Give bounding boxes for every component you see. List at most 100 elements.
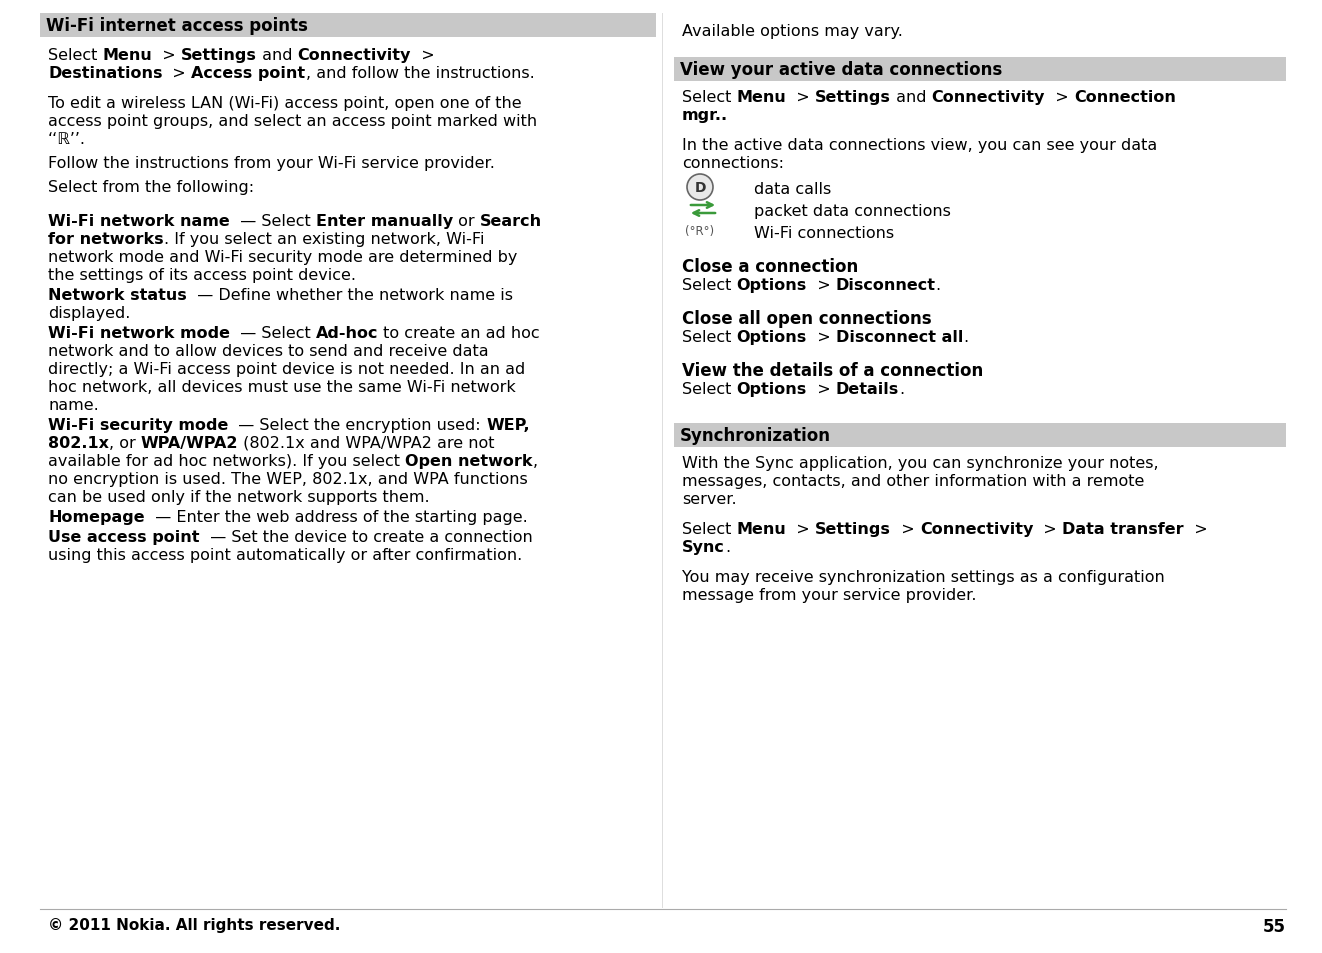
Text: Disconnect all: Disconnect all	[836, 330, 962, 345]
Text: Settings: Settings	[181, 48, 256, 63]
Text: © 2011 Nokia. All rights reserved.: © 2011 Nokia. All rights reserved.	[48, 917, 340, 932]
Text: Details: Details	[836, 381, 899, 396]
Text: Wi-Fi connections: Wi-Fi connections	[754, 226, 894, 241]
Text: — Select the encryption used:: — Select the encryption used:	[229, 417, 486, 433]
Text: Settings: Settings	[816, 90, 891, 105]
Text: or: or	[452, 213, 480, 229]
Circle shape	[687, 174, 713, 201]
Text: .: .	[899, 381, 904, 396]
Bar	[674, 423, 1286, 448]
Text: . If you select an existing network, Wi-Fi: . If you select an existing network, Wi-…	[164, 232, 484, 247]
Text: Wi-Fi internet access points: Wi-Fi internet access points	[46, 17, 308, 35]
Text: access point groups, and select an access point marked with: access point groups, and select an acces…	[48, 113, 537, 129]
Text: Sync: Sync	[682, 539, 724, 555]
Text: Wi-Fi network name: Wi-Fi network name	[48, 213, 230, 229]
Text: — Select: — Select	[230, 213, 316, 229]
Text: — Enter the web address of the starting page.: — Enter the web address of the starting …	[144, 510, 527, 524]
Text: You may receive synchronization settings as a configuration: You may receive synchronization settings…	[682, 569, 1165, 584]
Text: >: >	[1034, 521, 1062, 537]
Text: message from your service provider.: message from your service provider.	[682, 587, 977, 602]
Text: Synchronization: Synchronization	[680, 427, 832, 444]
Text: Wi-Fi security mode: Wi-Fi security mode	[48, 417, 229, 433]
Text: >: >	[163, 66, 192, 81]
Text: — Set the device to create a connection: — Set the device to create a connection	[200, 530, 533, 544]
Text: Follow the instructions from your Wi-Fi service provider.: Follow the instructions from your Wi-Fi …	[48, 156, 494, 171]
Text: Options: Options	[736, 381, 806, 396]
Text: server.: server.	[682, 492, 736, 506]
Text: displayed.: displayed.	[48, 306, 131, 320]
Text: , and follow the instructions.: , and follow the instructions.	[305, 66, 534, 81]
Text: using this access point automatically or after confirmation.: using this access point automatically or…	[48, 547, 522, 562]
Text: Select: Select	[682, 521, 736, 537]
Text: no encryption is used. The WEP, 802.1x, and WPA functions: no encryption is used. The WEP, 802.1x, …	[48, 472, 527, 486]
Text: Connectivity: Connectivity	[297, 48, 411, 63]
Text: Menu: Menu	[103, 48, 152, 63]
Text: hoc network, all devices must use the same Wi-Fi network: hoc network, all devices must use the sa…	[48, 379, 516, 395]
Text: ‘‘ℝ’’.: ‘‘ℝ’’.	[48, 132, 86, 147]
Text: Select: Select	[682, 90, 736, 105]
Text: Open network: Open network	[405, 454, 533, 469]
Text: To edit a wireless LAN (Wi-Fi) access point, open one of the: To edit a wireless LAN (Wi-Fi) access po…	[48, 96, 522, 111]
Bar	[40, 14, 656, 38]
Text: name.: name.	[48, 397, 99, 413]
Text: With the Sync application, you can synchronize your notes,: With the Sync application, you can synch…	[682, 456, 1158, 471]
Text: >: >	[152, 48, 181, 63]
Text: Destinations: Destinations	[48, 66, 163, 81]
Text: Available options may vary.: Available options may vary.	[682, 24, 903, 39]
Text: available for ad hoc networks). If you select: available for ad hoc networks). If you s…	[48, 454, 405, 469]
Text: 55: 55	[1263, 917, 1286, 935]
Text: Menu: Menu	[736, 521, 787, 537]
Text: Wi-Fi network mode: Wi-Fi network mode	[48, 326, 230, 340]
Text: packet data connections: packet data connections	[754, 204, 951, 219]
Text: the settings of its access point device.: the settings of its access point device.	[48, 268, 356, 283]
Text: Select: Select	[682, 381, 736, 396]
Text: Search: Search	[480, 213, 542, 229]
Text: Options: Options	[736, 277, 806, 293]
Text: connections:: connections:	[682, 156, 784, 171]
Text: WEP,: WEP,	[486, 417, 530, 433]
Text: >: >	[806, 381, 836, 396]
Text: for networks: for networks	[48, 232, 164, 247]
Text: messages, contacts, and other information with a remote: messages, contacts, and other informatio…	[682, 474, 1145, 489]
Text: Close a connection: Close a connection	[682, 257, 858, 275]
Text: >: >	[806, 277, 836, 293]
Text: — Select: — Select	[230, 326, 316, 340]
Text: directly; a Wi-Fi access point device is not needed. In an ad: directly; a Wi-Fi access point device is…	[48, 361, 525, 376]
Text: WPA/WPA2: WPA/WPA2	[141, 436, 238, 451]
Text: , or: , or	[108, 436, 141, 451]
Text: >: >	[806, 330, 836, 345]
Text: Ad-hoc: Ad-hoc	[316, 326, 378, 340]
Text: .: .	[724, 539, 730, 555]
Text: >: >	[787, 521, 816, 537]
Text: Enter manually: Enter manually	[316, 213, 452, 229]
Text: and: and	[891, 90, 932, 105]
Text: View the details of a connection: View the details of a connection	[682, 361, 984, 379]
Text: — Define whether the network name is: — Define whether the network name is	[186, 288, 513, 303]
Text: >: >	[1183, 521, 1207, 537]
Text: Settings: Settings	[816, 521, 891, 537]
Text: data calls: data calls	[754, 182, 832, 196]
Text: Menu: Menu	[736, 90, 787, 105]
Text: 802.1x: 802.1x	[48, 436, 108, 451]
Text: ,: ,	[533, 454, 538, 469]
Text: >: >	[787, 90, 816, 105]
Text: and: and	[256, 48, 297, 63]
Text: View your active data connections: View your active data connections	[680, 61, 1002, 79]
Text: .: .	[962, 330, 968, 345]
Text: Close all open connections: Close all open connections	[682, 310, 932, 328]
Text: Homepage: Homepage	[48, 510, 144, 524]
Text: Access point: Access point	[192, 66, 305, 81]
Text: can be used only if the network supports them.: can be used only if the network supports…	[48, 490, 430, 504]
Text: Connection: Connection	[1073, 90, 1175, 105]
Bar	[674, 58, 1286, 82]
Text: Options: Options	[736, 330, 806, 345]
Text: D: D	[694, 181, 706, 194]
Text: Connectivity: Connectivity	[920, 521, 1034, 537]
Text: Use access point: Use access point	[48, 530, 200, 544]
Text: Connectivity: Connectivity	[932, 90, 1044, 105]
Text: In the active data connections view, you can see your data: In the active data connections view, you…	[682, 138, 1157, 152]
Text: >: >	[891, 521, 920, 537]
Text: Network status: Network status	[48, 288, 186, 303]
Text: .: .	[936, 277, 941, 293]
Text: network and to allow devices to send and receive data: network and to allow devices to send and…	[48, 344, 489, 358]
